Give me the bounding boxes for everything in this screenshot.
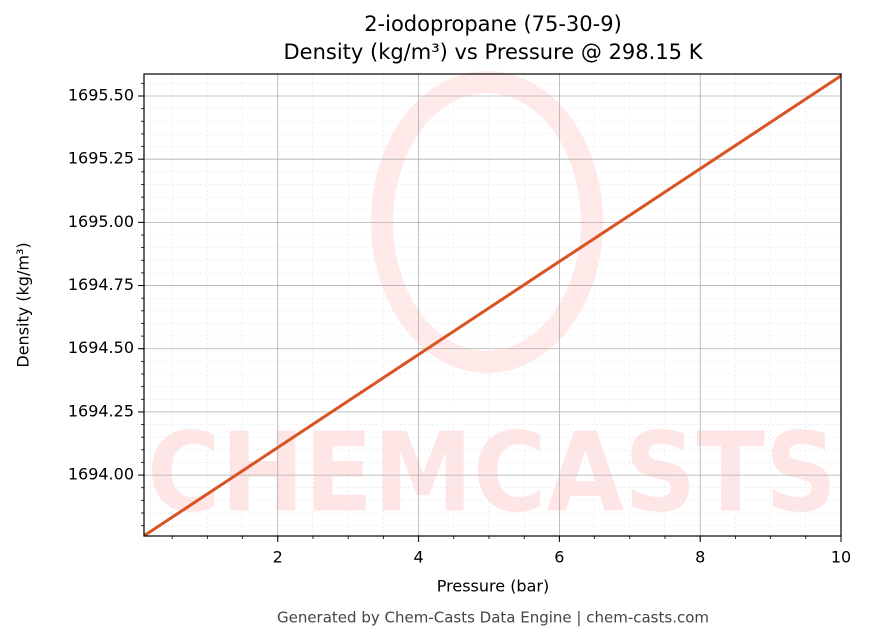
x-tick-label: 4 xyxy=(413,548,423,567)
y-tick-label: 1694.75 xyxy=(68,275,134,294)
chart-title: 2-iodopropane (75-30-9) xyxy=(364,12,622,36)
x-tick-label: 2 xyxy=(273,548,283,567)
y-tick-label: 1694.50 xyxy=(68,338,134,357)
plot-frame xyxy=(143,73,842,537)
y-tick-label: 1695.00 xyxy=(68,212,134,231)
x-tick-label: 10 xyxy=(831,548,851,567)
y-tick-label: 1694.25 xyxy=(68,401,134,420)
y-tick-label: 1694.00 xyxy=(68,465,134,484)
footer: Generated by Chem-Casts Data Engine | ch… xyxy=(277,609,709,627)
chart-subtitle: Density (kg/m³) vs Pressure @ 298.15 K xyxy=(283,40,703,64)
y-tick-label: 1695.50 xyxy=(68,85,134,104)
x-tick-label: 6 xyxy=(554,548,564,567)
data-line xyxy=(143,74,842,537)
y-axis-label: Density (kg/m³) xyxy=(14,242,33,367)
x-tick-label: 8 xyxy=(695,548,705,567)
x-axis-label: Pressure (bar) xyxy=(437,577,549,596)
y-tick-label: 1695.25 xyxy=(68,149,134,168)
watermark: CHEMCASTS xyxy=(147,408,837,536)
